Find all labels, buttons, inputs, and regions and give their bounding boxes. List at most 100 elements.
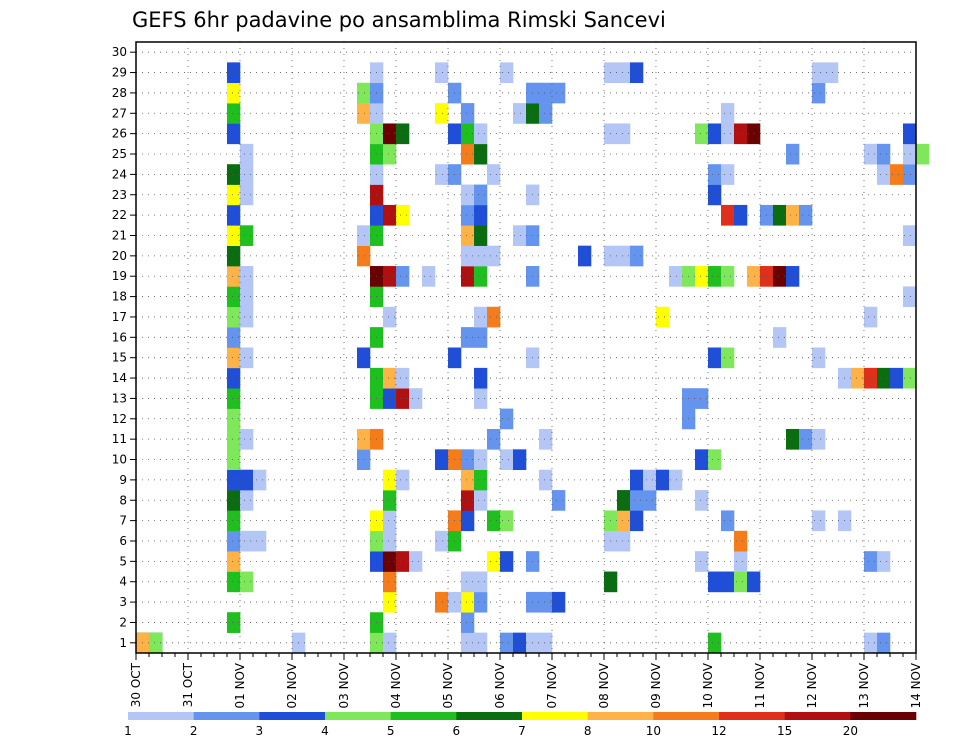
heatmap-cell [383, 367, 397, 389]
x-tick-label: 14 NOV [909, 662, 923, 708]
heatmap-cell [695, 388, 709, 409]
heatmap-cell [669, 469, 683, 491]
heatmap-cell [461, 632, 475, 654]
colorbar-label: 7 [518, 724, 526, 738]
heatmap-cell [877, 551, 891, 572]
colorbar-label: 5 [387, 724, 395, 738]
heatmap-cell [513, 449, 527, 470]
heatmap-cell [773, 327, 787, 348]
heatmap-cell [383, 510, 397, 532]
y-tick-label: 7 [119, 514, 127, 528]
grid-lines [135, 42, 917, 653]
heatmap-cell [227, 82, 241, 104]
heatmap-cell [513, 225, 527, 246]
heatmap-cell [773, 266, 787, 287]
colorbar-swatch [390, 712, 457, 720]
heatmap-cell [734, 530, 748, 552]
y-tick-label: 17 [112, 310, 127, 324]
x-axis-ticks: 30 OCT 31 OCT 01 NOV 02 NOV 03 NOV 04 NOV 05 N… [129, 653, 923, 709]
y-tick-label: 13 [112, 391, 127, 405]
heatmap-cell [227, 123, 241, 145]
heatmap-cell [708, 184, 722, 206]
heatmap-cell [708, 266, 722, 287]
colorbar: 1 2 3 4 5 6 7 8 10 12 15 20 [124, 712, 917, 738]
heatmap-cell [240, 530, 254, 552]
heatmap-cell [383, 123, 397, 145]
heatmap-cell [227, 103, 241, 124]
heatmap-cell [786, 204, 800, 226]
colorbar-label: 20 [843, 724, 858, 738]
heatmap-cell [227, 510, 241, 532]
heatmap-cell [240, 571, 254, 593]
y-tick-label: 9 [119, 473, 127, 487]
heatmap-cell [487, 551, 501, 572]
y-tick-label: 8 [119, 493, 127, 507]
heatmap-cell [539, 428, 553, 450]
heatmap-cell [630, 490, 644, 511]
x-tick-label: 03 NOV [337, 662, 351, 708]
heatmap-cell [877, 164, 891, 185]
heatmap-cell [227, 408, 241, 430]
heatmap-cell [461, 469, 475, 491]
heatmap-cell [474, 123, 488, 145]
heatmap-cell [227, 245, 241, 267]
heatmap-cell [721, 123, 735, 145]
heatmap-cell [435, 591, 449, 613]
heatmap-cell [721, 571, 735, 593]
heatmap-cell [864, 367, 878, 389]
y-tick-label: 4 [119, 575, 127, 589]
colorbar-label: 8 [584, 724, 592, 738]
heatmap-cell [383, 306, 397, 328]
heatmap-cell [708, 632, 722, 654]
heatmap-cell [396, 388, 410, 409]
colorbar-swatch [456, 712, 523, 720]
heatmap-cell [721, 510, 735, 532]
heatmap-cell [253, 469, 267, 491]
heatmap-cell [357, 82, 371, 104]
heatmap-cell [500, 510, 514, 532]
heatmap-cell [773, 204, 787, 226]
heatmap-cell [461, 143, 475, 165]
heatmap-cell [461, 225, 475, 246]
heatmap-cell [552, 490, 566, 511]
y-axis-ticks: 1234567891011121314151617181920212223242… [112, 45, 136, 650]
heatmap-cell [227, 367, 241, 389]
x-tick-label: 30 OCT [129, 662, 143, 707]
x-tick-label: 04 NOV [389, 662, 403, 708]
heatmap-cell [227, 62, 241, 84]
heatmap-cell [617, 510, 631, 532]
heatmap-cell [435, 164, 449, 185]
heatmap-cell [747, 123, 761, 145]
heatmap-cell [227, 347, 241, 369]
y-tick-label: 2 [119, 615, 127, 629]
heatmap-cell [487, 510, 501, 532]
heatmap-cell [461, 612, 475, 633]
heatmap-cell [552, 591, 566, 613]
heatmap-cell [396, 204, 410, 226]
heatmap-cell [903, 367, 917, 389]
heatmap-cell [435, 62, 449, 84]
heatmap-cell [461, 490, 475, 511]
heatmap-cell [227, 266, 241, 287]
heatmap-cell [630, 469, 644, 491]
heatmap-cell [474, 388, 488, 409]
heatmap-cell [695, 551, 709, 572]
heatmap-cell [864, 306, 878, 328]
heatmap-cell [474, 367, 488, 389]
heatmap-cell [669, 266, 683, 287]
heatmap-cell [916, 143, 930, 165]
heatmap-cell [643, 490, 657, 511]
heatmap-cell [396, 469, 410, 491]
heatmap-cell [734, 123, 748, 145]
x-tick-label: 01 NOV [233, 662, 247, 708]
heatmap-cell [240, 490, 254, 511]
y-tick-label: 28 [112, 86, 127, 100]
heatmap-cell [500, 62, 514, 84]
y-tick-label: 19 [112, 269, 127, 283]
heatmap-cell [721, 164, 735, 185]
colorbar-swatch [850, 712, 917, 720]
heatmap-cell [812, 428, 826, 450]
colorbar-swatch [587, 712, 654, 720]
heatmap-cell [357, 449, 371, 470]
